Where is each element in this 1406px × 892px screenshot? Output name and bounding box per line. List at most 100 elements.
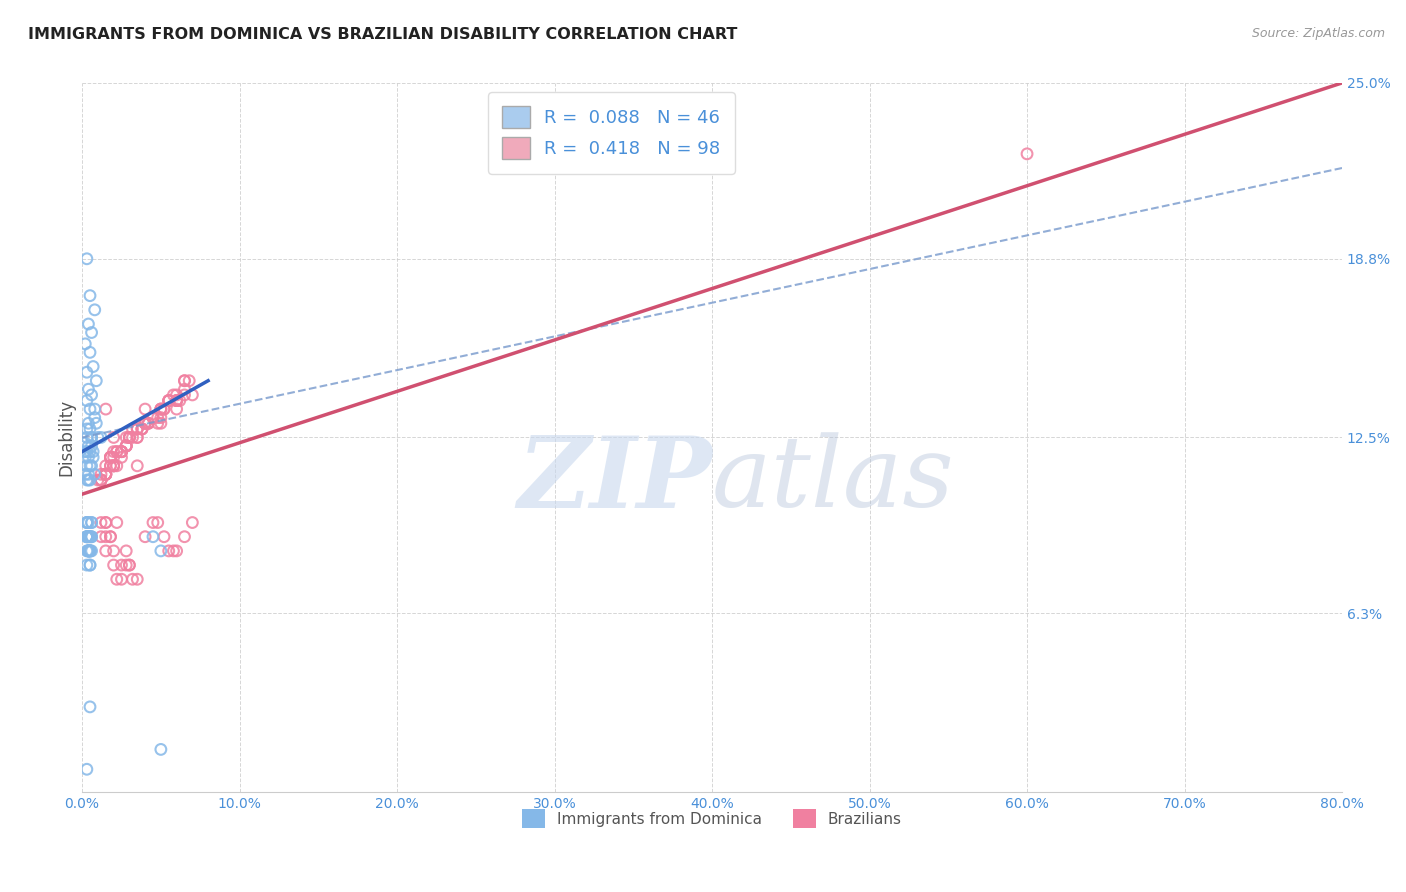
Point [94, 467, 117, 482]
Point [103, 458, 125, 473]
Point [162, 544, 184, 558]
Point [103, 458, 125, 473]
Point [166, 393, 188, 408]
Point [149, 410, 172, 425]
Point [83, 467, 105, 482]
Point [121, 430, 143, 444]
Point [110, 558, 132, 572]
Point [115, 558, 138, 572]
Point [157, 544, 180, 558]
Point [173, 382, 195, 396]
Point [153, 402, 176, 417]
Point [131, 422, 153, 436]
Point [79, 345, 101, 359]
Point [80, 439, 103, 453]
Point [157, 393, 180, 408]
Point [181, 388, 204, 402]
Point [76, 365, 98, 379]
Point [90, 473, 112, 487]
Point [115, 439, 138, 453]
Point [105, 516, 128, 530]
Point [79, 530, 101, 544]
Point [103, 544, 125, 558]
Point [149, 742, 172, 756]
Point [157, 393, 180, 408]
Point [142, 516, 165, 530]
Point [87, 430, 110, 444]
Point [103, 458, 125, 473]
Point [76, 544, 98, 558]
Point [77, 530, 100, 544]
Point [118, 558, 141, 572]
Point [149, 544, 172, 558]
Point [127, 422, 149, 436]
Point [149, 402, 172, 417]
Point [77, 544, 100, 558]
Point [121, 572, 143, 586]
Point [118, 430, 141, 444]
Point [80, 530, 103, 544]
Point [134, 530, 156, 544]
Point [77, 530, 100, 544]
Point [75, 467, 97, 482]
Point [136, 417, 159, 431]
Point [80, 516, 103, 530]
Point [110, 444, 132, 458]
Point [103, 450, 125, 465]
Point [110, 572, 132, 586]
Point [118, 430, 141, 444]
Point [149, 417, 172, 431]
Point [77, 439, 100, 453]
Point [76, 516, 98, 530]
Point [127, 572, 149, 586]
Point [153, 402, 176, 417]
Point [80, 388, 103, 402]
Point [80, 516, 103, 530]
Point [90, 473, 112, 487]
Point [80, 458, 103, 473]
Point [82, 450, 104, 465]
Point [90, 473, 112, 487]
Point [94, 544, 117, 558]
Point [90, 516, 112, 530]
Point [134, 417, 156, 431]
Point [79, 544, 101, 558]
Point [79, 544, 101, 558]
Point [1015, 146, 1038, 161]
Point [79, 544, 101, 558]
Point [76, 393, 98, 408]
Point [127, 430, 149, 444]
Point [77, 417, 100, 431]
Point [173, 374, 195, 388]
Point [94, 467, 117, 482]
Point [94, 516, 117, 530]
Point [105, 458, 128, 473]
Point [94, 458, 117, 473]
Point [115, 439, 138, 453]
Point [100, 458, 122, 473]
Point [146, 516, 169, 530]
Point [80, 544, 103, 558]
Point [76, 516, 98, 530]
Point [179, 374, 201, 388]
Point [115, 439, 138, 453]
Point [131, 422, 153, 436]
Point [162, 388, 184, 402]
Point [76, 252, 98, 266]
Point [157, 393, 180, 408]
Point [110, 444, 132, 458]
Point [127, 422, 149, 436]
Point [80, 430, 103, 444]
Point [110, 444, 132, 458]
Point [110, 444, 132, 458]
Point [90, 530, 112, 544]
Point [136, 417, 159, 431]
Point [103, 558, 125, 572]
Point [100, 530, 122, 544]
Point [118, 430, 141, 444]
Point [166, 388, 188, 402]
Point [173, 388, 195, 402]
Point [105, 444, 128, 458]
Text: ZIP: ZIP [517, 432, 711, 528]
Point [166, 393, 188, 408]
